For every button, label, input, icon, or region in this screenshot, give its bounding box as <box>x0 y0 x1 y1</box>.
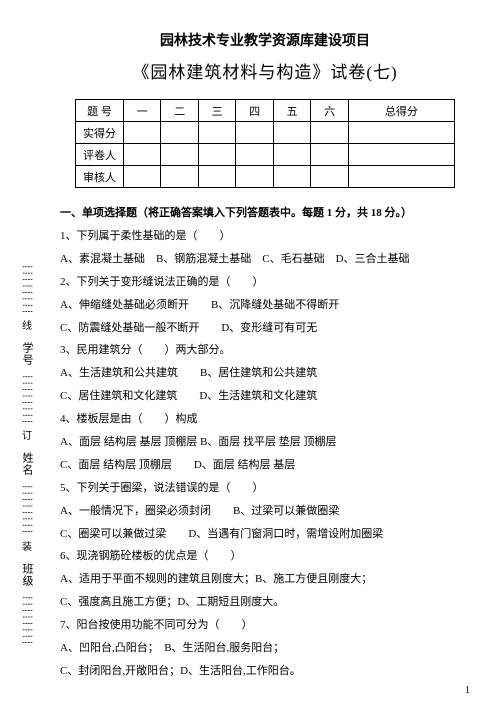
dots: ┊┊┊┊┊┊┊┊ <box>23 484 32 535</box>
col-header: 一 <box>124 100 161 122</box>
q6-opts: A、适用于平面不规则的建筑且刚度大；B、施工方便且刚度大； <box>60 569 470 590</box>
dots: ┊┊┊┊┊┊┊┊ <box>23 595 32 646</box>
q2-opts: A、伸缩缝处基础必须断开 B、沉降缝处基础不得断开 <box>60 295 470 316</box>
q7-opts: A、凹阳台,凸阳台； B、生活阳台,服务阳台； <box>60 638 470 659</box>
score-table: 题 号 一 二 三 四 五 六 总得分 实得分 评卷人 审核人 <box>75 99 455 188</box>
label-student-id: 学号 <box>19 342 35 366</box>
exam-title: 《园林建筑材料与构造》试卷(七) <box>60 58 470 83</box>
table-header-row: 题 号 一 二 三 四 五 六 总得分 <box>76 100 455 122</box>
q3-opts: A、生活建筑和公共建筑 B、居住建筑和公共建筑 <box>60 363 470 384</box>
marker-line: 线 <box>22 317 32 332</box>
q3-opts2: C、居住建筑和文化建筑 D、生活建筑和文化建筑 <box>60 386 470 407</box>
q7-opts2: C、封闭阳台,开敞阳台；D、生活阳台,工作阳台。 <box>60 661 470 682</box>
col-header: 总得分 <box>348 100 454 122</box>
col-header: 二 <box>161 100 198 122</box>
marker-bind: 订 <box>22 427 32 442</box>
label-name: 姓名 <box>19 452 35 476</box>
q4-opts2: C、面层 结构层 顶棚层 D、面层 结构层 基层 <box>60 455 470 476</box>
marker-staple: 装 <box>22 538 32 553</box>
col-header: 题 号 <box>76 100 124 122</box>
q5-opts2: C、圈梁可以兼做过梁 D、当遇有门窗洞口时，需增设附加圈梁 <box>60 524 470 545</box>
page-content: 园林技术专业教学资源库建设项目 《园林建筑材料与构造》试卷(七) 题 号 一 二… <box>60 30 470 684</box>
q7-stem: 7、阳台按使用功能不同可分为（ ） <box>60 615 470 636</box>
col-header: 六 <box>311 100 348 122</box>
q3-stem: 3、民用建筑分（ ）两大部分。 <box>60 340 470 361</box>
q6-opts2: C、强度高且施工方便；D、工期短且刚度大。 <box>60 592 470 613</box>
q6-stem: 6、现浇钢筋砼楼板的优点是（ ） <box>60 546 470 567</box>
label-class: 班级 <box>19 563 35 587</box>
q5-opts: A、一般情况下，圈梁必须封闭 B、过梁可以兼做圈梁 <box>60 501 470 522</box>
dots: ┊┊┊┊┊┊┊┊ <box>23 374 32 425</box>
row-label: 审核人 <box>76 166 124 188</box>
col-header: 四 <box>236 100 273 122</box>
page-number: 1 <box>465 685 470 696</box>
q2-opts2: C、防震缝处基础一般不断开 D、变形缝可有可无 <box>60 318 470 339</box>
col-header: 三 <box>198 100 235 122</box>
dots: ┊┊┊┊┊┊┊┊ <box>23 264 32 315</box>
q2-stem: 2、下列关于变形缝说法正确的是（ ） <box>60 272 470 293</box>
row-label: 实得分 <box>76 122 124 144</box>
q4-opts: A、面层 结构层 基层 顶棚层 B、面层 找平层 垫层 顶棚层 <box>60 432 470 453</box>
q1-opts: A、素混凝土基础 B、钢筋混凝土基础 C、毛石基础 D、三合土基础 <box>60 249 470 270</box>
q5-stem: 5、下列关于圈梁，说法错误的是（ ） <box>60 478 470 499</box>
row-label: 评卷人 <box>76 144 124 166</box>
col-header: 五 <box>273 100 310 122</box>
binding-margin: ┊┊┊┊┊┊┊┊ 线 学号 ┊┊┊┊┊┊┊┊ 订 姓名 ┊┊┊┊┊┊┊┊ 装 班… <box>12 0 42 706</box>
table-row: 评卷人 <box>76 144 455 166</box>
project-title: 园林技术专业教学资源库建设项目 <box>60 30 470 50</box>
table-row: 审核人 <box>76 166 455 188</box>
table-row: 实得分 <box>76 122 455 144</box>
section-1-title: 一、单项选择题（将正确答案填入下列答题表中。每题 1 分，共 18 分。） <box>60 204 470 220</box>
q4-stem: 4、楼板层是由（ ）构成 <box>60 409 470 430</box>
q1-stem: 1、下列属于柔性基础的是（ ） <box>60 226 470 247</box>
